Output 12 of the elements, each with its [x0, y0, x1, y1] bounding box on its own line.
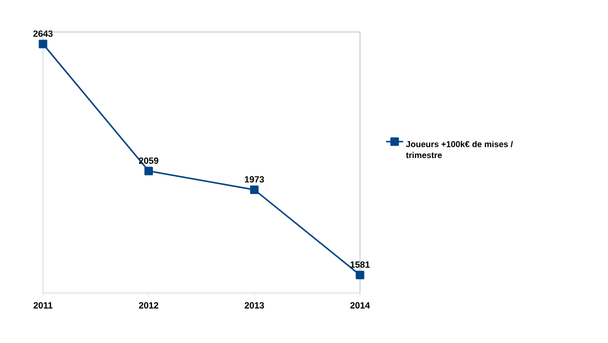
data-label: 2643: [33, 30, 53, 37]
point: [144, 166, 153, 176]
x-tick-label: 2012: [139, 302, 158, 309]
x-tick-label: 2011: [34, 302, 52, 309]
point: [356, 270, 364, 280]
data-label: 1973: [244, 176, 264, 183]
legend-label: Joueurs +100k€ de mises / trimestre: [406, 140, 513, 158]
data-label: 1581: [350, 261, 370, 268]
x-tick-label: 2013: [244, 302, 264, 309]
point: [250, 185, 259, 194]
point: [38, 40, 48, 48]
x-tick-label: 2014: [350, 302, 370, 309]
